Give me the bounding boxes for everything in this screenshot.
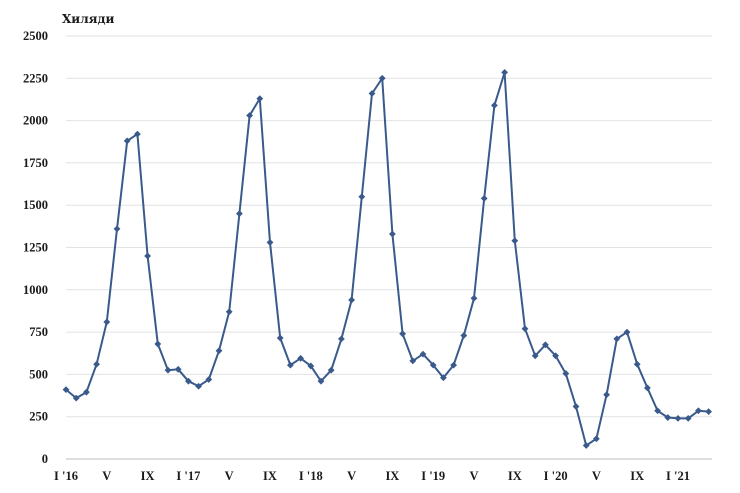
y-tick-label: 1750 (23, 156, 48, 170)
data-point (113, 225, 121, 233)
data-point (205, 376, 213, 383)
data-point (572, 403, 580, 410)
data-point (185, 377, 192, 385)
data-point (480, 195, 488, 202)
data-point (195, 382, 202, 390)
data-point (389, 230, 396, 238)
data-point (164, 366, 172, 374)
data-point (623, 328, 631, 336)
data-point (134, 130, 141, 138)
data-point (562, 370, 570, 377)
data-point (317, 377, 325, 385)
data-point (684, 414, 692, 422)
y-tick-label: 250 (29, 410, 48, 424)
series-layer (62, 68, 712, 449)
data-point (521, 325, 529, 333)
x-tick-label: IX (630, 469, 644, 483)
y-axis-ticks: 0 250 500 750 1000 1250 1500 1750 2000 2250 2500 (23, 29, 48, 466)
data-point (429, 361, 437, 369)
data-point (93, 360, 100, 368)
x-tick-label: V (225, 469, 234, 483)
data-point (297, 354, 304, 362)
x-tick-label: V (102, 469, 111, 483)
data-point (276, 334, 284, 342)
data-point (440, 374, 447, 382)
data-point (72, 394, 80, 402)
data-point (307, 362, 315, 370)
data-point (531, 352, 539, 360)
y-tick-label: 750 (29, 325, 48, 339)
x-tick-label: IX (385, 469, 399, 483)
data-point (593, 435, 600, 443)
data-point (399, 330, 406, 338)
data-point (644, 384, 651, 392)
data-point (582, 442, 590, 449)
data-point (450, 361, 457, 369)
y-tick-label: 500 (29, 367, 48, 381)
x-tick-label: I '17 (176, 469, 200, 483)
data-point (338, 335, 345, 343)
data-point (368, 90, 376, 97)
x-tick-label: IX (508, 469, 522, 483)
unit-label: Хиляди (62, 12, 115, 26)
data-point (256, 95, 264, 103)
data-point (654, 407, 661, 415)
x-tick-label: IX (263, 469, 277, 483)
x-tick-label: I '20 (544, 469, 568, 483)
data-point (511, 237, 519, 245)
data-point (246, 112, 253, 119)
data-point (103, 318, 111, 326)
x-tick-label: I '19 (421, 469, 445, 483)
x-tick-label: I '21 (666, 469, 690, 483)
data-point (674, 414, 682, 422)
data-point (154, 340, 162, 348)
x-tick-label: V (592, 469, 601, 483)
data-point (613, 335, 621, 343)
data-point (62, 386, 70, 394)
data-point (215, 347, 223, 355)
data-point (358, 193, 366, 201)
data-point (552, 352, 559, 360)
data-point (695, 407, 702, 415)
data-point (378, 74, 386, 82)
data-point (174, 365, 182, 373)
data-point (327, 366, 335, 374)
data-point (705, 408, 712, 416)
data-point (409, 357, 417, 365)
x-tick-label: I '18 (299, 469, 323, 483)
y-tick-label: 0 (42, 452, 48, 466)
data-point (266, 239, 274, 246)
data-point (123, 137, 131, 145)
series-line (65, 71, 709, 447)
data-point (225, 308, 233, 316)
y-tick-label: 1250 (23, 241, 48, 255)
y-tick-label: 2500 (23, 29, 48, 43)
x-tick-label: IX (141, 469, 155, 483)
data-point (501, 68, 508, 76)
x-tick-label: V (347, 469, 356, 483)
data-point (83, 388, 90, 396)
data-point (470, 294, 478, 302)
gridlines (66, 35, 712, 460)
data-point (348, 296, 355, 304)
x-tick-label: V (469, 469, 478, 483)
y-tick-label: 1000 (23, 283, 48, 297)
data-point (144, 252, 151, 260)
data-point (419, 350, 427, 358)
data-point (603, 391, 610, 399)
data-point (633, 360, 641, 368)
y-tick-label: 1500 (23, 198, 48, 212)
data-point (236, 210, 243, 218)
data-point (460, 332, 468, 339)
y-tick-label: 2250 (23, 71, 48, 85)
data-point (664, 414, 672, 421)
data-point (542, 341, 549, 349)
x-tick-label: I '16 (54, 469, 78, 483)
data-point (491, 101, 498, 109)
x-axis-ticks: I '16 V IX I '17 V IX I '18 V IX I '19 V IX I '20 V IX… (54, 469, 690, 483)
y-tick-label: 2000 (23, 114, 48, 128)
data-point (287, 361, 294, 369)
